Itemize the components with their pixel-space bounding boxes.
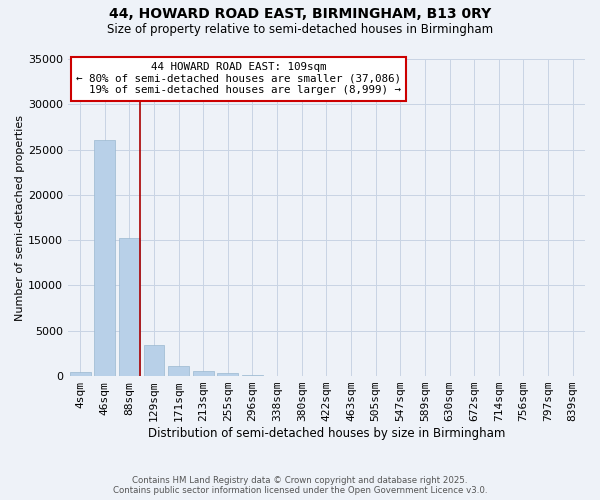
Text: Contains HM Land Registry data © Crown copyright and database right 2025.
Contai: Contains HM Land Registry data © Crown c…: [113, 476, 487, 495]
Text: 44 HOWARD ROAD EAST: 109sqm
← 80% of semi-detached houses are smaller (37,086)
 : 44 HOWARD ROAD EAST: 109sqm ← 80% of sem…: [76, 62, 401, 96]
X-axis label: Distribution of semi-detached houses by size in Birmingham: Distribution of semi-detached houses by …: [148, 427, 505, 440]
Bar: [119, 238, 140, 376]
Bar: [193, 371, 214, 376]
Bar: [242, 375, 263, 376]
Bar: [168, 366, 189, 376]
Bar: [70, 372, 91, 376]
Y-axis label: Number of semi-detached properties: Number of semi-detached properties: [15, 114, 25, 320]
Text: 44, HOWARD ROAD EAST, BIRMINGHAM, B13 0RY: 44, HOWARD ROAD EAST, BIRMINGHAM, B13 0R…: [109, 8, 491, 22]
Bar: [143, 346, 164, 376]
Bar: [94, 140, 115, 376]
Text: Size of property relative to semi-detached houses in Birmingham: Size of property relative to semi-detach…: [107, 22, 493, 36]
Bar: [217, 373, 238, 376]
